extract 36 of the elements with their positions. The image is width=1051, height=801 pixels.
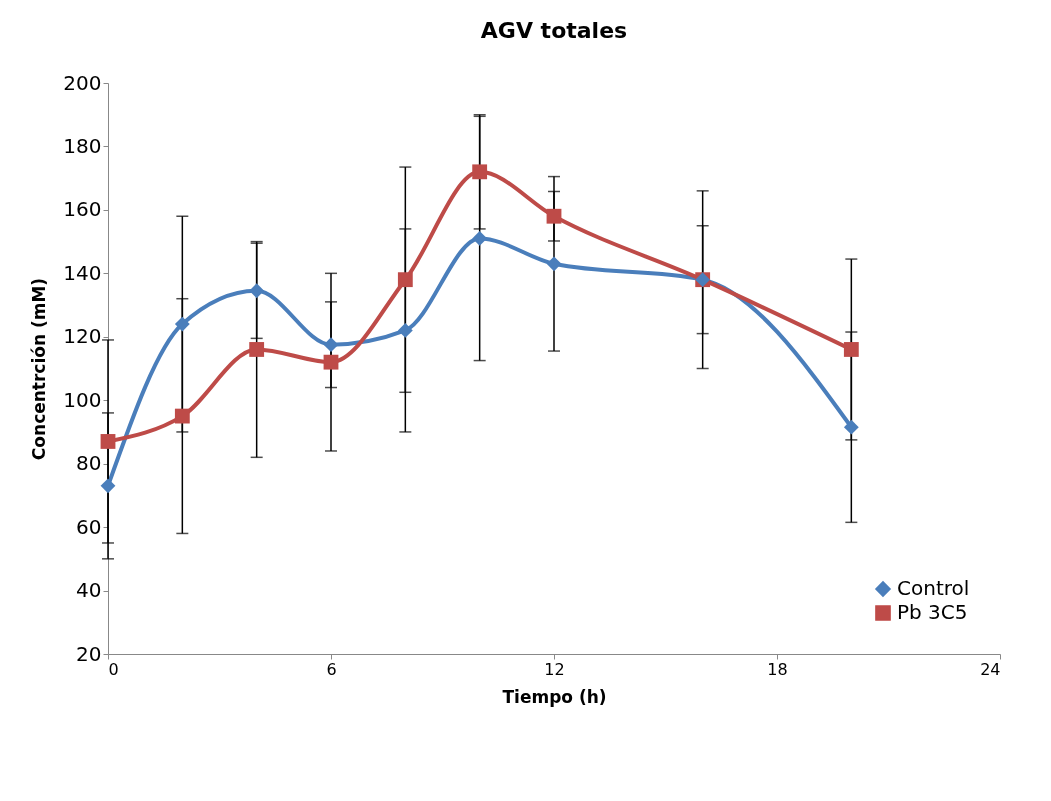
y-tick-label: 140 — [63, 260, 102, 285]
point — [249, 342, 265, 357]
point — [843, 419, 859, 435]
point — [100, 478, 116, 494]
legend-label: Pb 3C5 — [897, 600, 968, 624]
x-tick-label: 0 — [108, 659, 119, 679]
point — [472, 164, 488, 180]
point — [397, 323, 413, 338]
y-tick-label: 20 — [76, 641, 102, 666]
x-axis-title: Tiempo (h) — [502, 686, 607, 707]
y-axis-title: Concentrción (mM) — [29, 277, 50, 461]
point — [249, 283, 265, 299]
x-tick-label: 12 — [544, 659, 565, 679]
point — [397, 272, 413, 288]
x-tick-label: 24 — [980, 659, 1001, 679]
y-tick-label: 60 — [76, 514, 102, 539]
point — [472, 231, 488, 246]
x-tick-label: 18 — [767, 659, 788, 679]
point — [100, 434, 116, 449]
point — [323, 354, 339, 370]
y-tick-label: 80 — [76, 451, 102, 476]
y-tick-label: 120 — [63, 324, 102, 349]
y-tick-label: 180 — [63, 133, 102, 158]
y-tick-label: 200 — [63, 70, 102, 95]
point — [174, 408, 190, 424]
point — [546, 208, 562, 224]
chart-title: AGV totales — [480, 18, 628, 43]
y-tick-label: 40 — [76, 578, 102, 603]
point — [174, 316, 190, 332]
point — [546, 256, 562, 272]
x-tick-label: 6 — [326, 659, 337, 679]
point — [323, 337, 339, 353]
legend-label: Control — [897, 576, 970, 600]
point — [843, 342, 859, 357]
y-tick-label: 160 — [63, 197, 102, 222]
y-tick-label: 100 — [63, 387, 102, 412]
